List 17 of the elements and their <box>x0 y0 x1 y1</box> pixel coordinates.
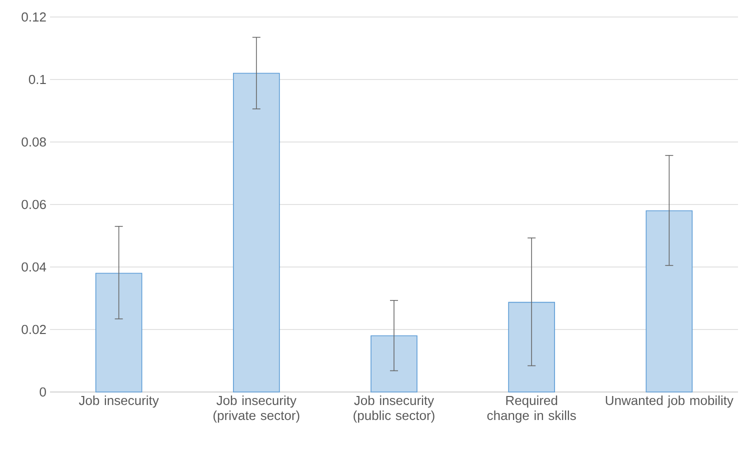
bar <box>370 335 418 392</box>
x-tick-label: Job insecurity (private sector) <box>214 396 300 423</box>
bar <box>508 302 555 392</box>
x-tick-label: Required change in skills <box>487 396 576 423</box>
y-tick-label: 0.12 <box>22 12 46 22</box>
y-tick-label: 0.02 <box>22 324 46 334</box>
y-tick-label: 0 <box>40 387 46 397</box>
y-tick-label: 0.04 <box>22 262 46 272</box>
bar <box>646 210 693 392</box>
x-tick-label: Job insecurity (public sector) <box>354 396 434 423</box>
bar <box>233 72 280 392</box>
y-tick-label: 0.06 <box>22 200 46 210</box>
bar <box>95 272 142 392</box>
x-tick-label: Unwanted job mobility <box>606 396 734 408</box>
x-tick-label: Job insecurity <box>78 396 159 408</box>
y-tick-label: 0.1 <box>28 74 46 84</box>
y-tick-label: 0.08 <box>22 137 46 147</box>
